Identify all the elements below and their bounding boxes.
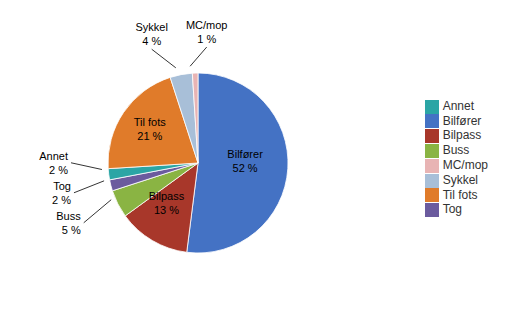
svg-text:4 %: 4 % — [142, 35, 161, 47]
svg-text:Buss: Buss — [56, 210, 81, 222]
svg-text:Til fots: Til fots — [134, 116, 166, 128]
html-text:Annet: Annet — [442, 98, 474, 113]
svg-text:Bilfører: Bilfører — [227, 148, 263, 160]
svg-text:Sykkel: Sykkel — [136, 21, 168, 33]
html-text:Til fots: Til fots — [442, 187, 478, 202]
svg-text:2 %: 2 % — [49, 164, 68, 176]
html-text:Buss: Buss — [442, 143, 470, 158]
html-text:MC/mop: MC/mop — [442, 158, 488, 172]
svg-text:5 %: 5 % — [62, 224, 81, 236]
html-text:Tog: Tog — [442, 202, 462, 217]
html-text:Bilpass: Bilpass — [442, 128, 482, 143]
html-text:Bilfører: Bilfører — [442, 113, 482, 128]
svg-text:MC/mop: MC/mop — [186, 19, 228, 31]
svg-text:21 %: 21 % — [137, 130, 162, 142]
svg-text:2 %: 2 % — [52, 194, 71, 206]
svg-text:Tog: Tog — [53, 180, 71, 192]
svg-text:1 %: 1 % — [197, 33, 216, 45]
svg-text:52 %: 52 % — [233, 162, 258, 174]
html-text:Sykkel: Sykkel — [442, 172, 478, 187]
svg-text:Annet: Annet — [39, 150, 68, 162]
svg-text:Bilpass: Bilpass — [149, 190, 185, 202]
svg-text:13 %: 13 % — [154, 204, 179, 216]
